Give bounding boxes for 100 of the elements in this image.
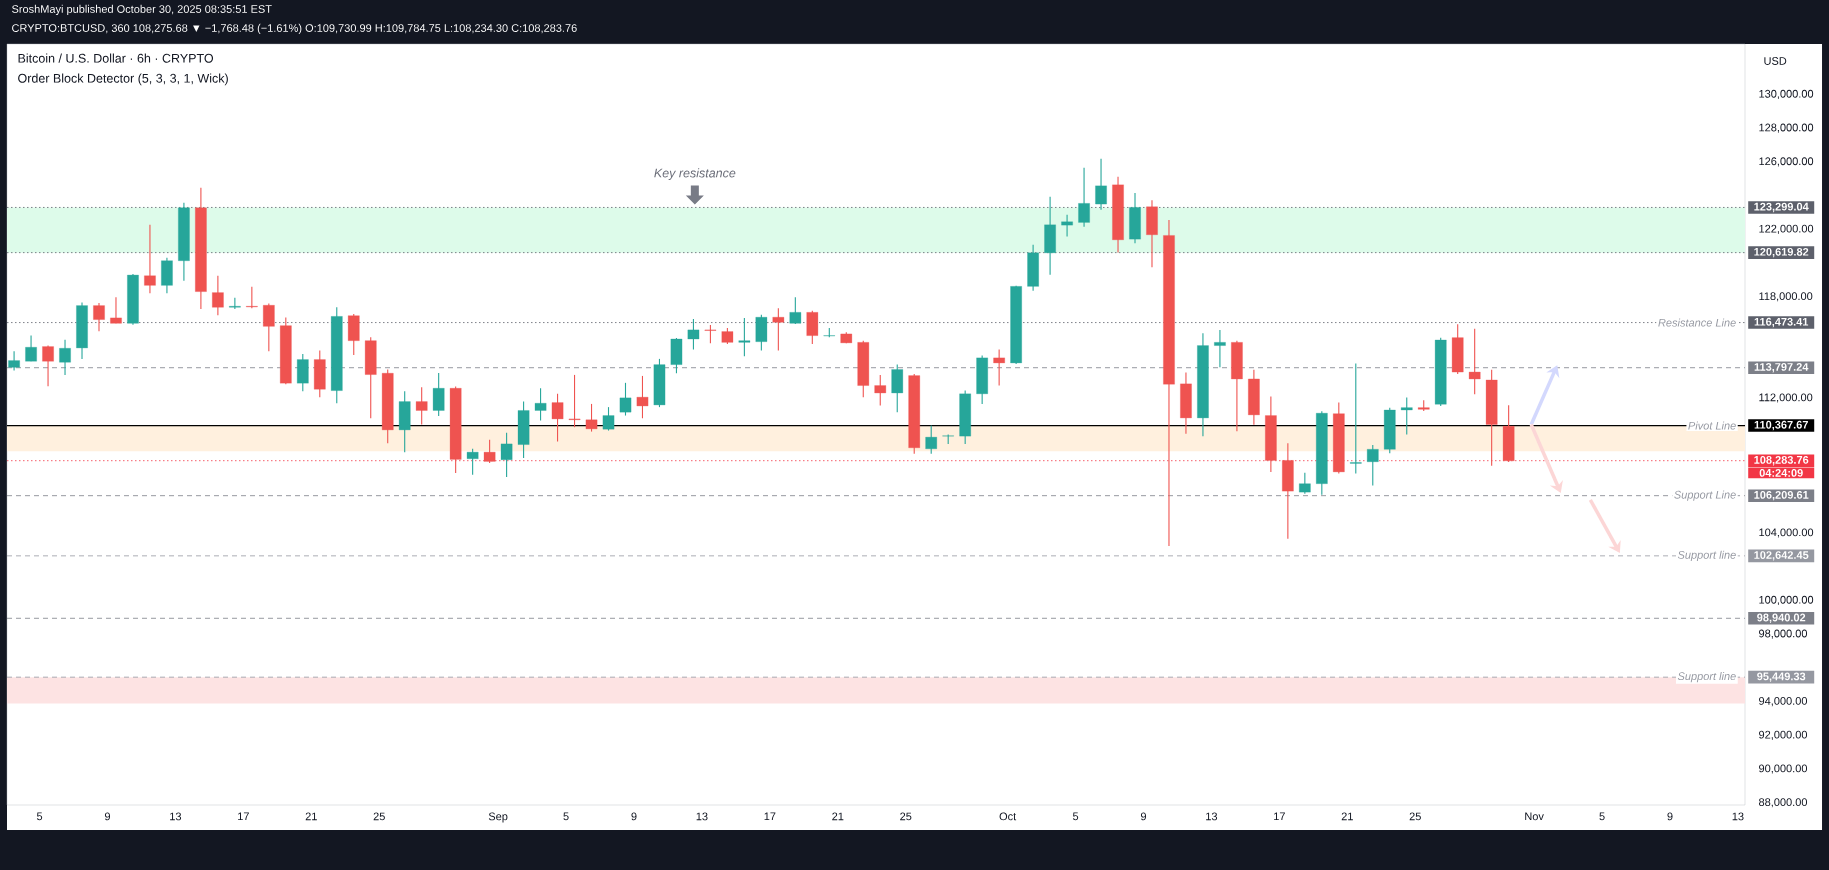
candlestick <box>925 424 937 455</box>
x-tick-label: 13 <box>170 812 182 821</box>
annotation: Support line <box>1677 550 1736 561</box>
annotation: Key resistance <box>654 168 736 180</box>
candlestick <box>874 374 887 407</box>
annotation: Support Line <box>1674 490 1736 501</box>
candlestick <box>772 307 785 352</box>
candlestick <box>891 364 903 413</box>
candlestick <box>110 296 122 324</box>
x-tick-label: 9 <box>1140 812 1147 821</box>
x-tick-label: 5 <box>1072 812 1079 821</box>
ref-line-label: 106,209.61 <box>1754 490 1809 501</box>
ref-line-label: 102,642.45 <box>1754 551 1809 561</box>
candlestick <box>687 318 700 351</box>
x-tick-label: 13 <box>1206 812 1218 821</box>
x-tick-label: 17 <box>764 812 776 821</box>
x-tick-label: 5 <box>36 812 43 821</box>
x-tick-label: 9 <box>104 812 111 821</box>
x-tick-label: 25 <box>373 812 385 821</box>
candlestick <box>229 297 241 310</box>
candlestick <box>432 372 445 417</box>
y-tick-label: 90,000.00 <box>1759 764 1808 774</box>
candlestick <box>212 275 224 316</box>
ref-line-label: 116,473.41 <box>1754 317 1809 328</box>
x-tick-label: 9 <box>631 812 637 821</box>
candlestick <box>297 353 309 392</box>
candlestick <box>1061 214 1073 237</box>
ref-line-label: 108,283.76 <box>1754 456 1809 466</box>
x-tick-label: Nov <box>1525 812 1544 821</box>
x-tick-label: Sep <box>488 812 508 823</box>
candlestick <box>415 386 428 426</box>
y-tick-label: 112,000.00 <box>1759 393 1813 403</box>
candlestick <box>585 403 598 433</box>
y-tick-label: 118,000.00 <box>1759 292 1813 302</box>
y-tick-label: 104,000.00 <box>1759 528 1814 538</box>
candlestick <box>1214 329 1226 368</box>
y-tick-label: 98,000.00 <box>1759 629 1808 639</box>
candlestick <box>1400 396 1413 436</box>
candlestick <box>59 339 71 376</box>
candlestick <box>568 374 581 428</box>
candlestick <box>1350 363 1362 475</box>
candlestick <box>8 350 20 372</box>
annotation: Pivot Line <box>1688 421 1736 430</box>
candlestick <box>551 393 564 443</box>
candlestick <box>619 382 632 417</box>
x-tick-label: 21 <box>832 812 844 821</box>
candlestick <box>806 310 819 345</box>
candlestick <box>1367 444 1379 486</box>
candlestick <box>1468 328 1481 395</box>
annotation: Resistance Line <box>1658 318 1736 327</box>
y-tick-label: 88,000.00 <box>1759 798 1808 808</box>
text: Bitcoin / U.S. Dollar · 6h · CRYPTO <box>18 53 214 63</box>
x-tick-label: 9 <box>1667 812 1673 821</box>
candlestick <box>25 335 37 362</box>
candlestick <box>993 349 1005 387</box>
candlestick <box>144 224 156 294</box>
candlestick <box>263 302 275 352</box>
candlestick <box>93 302 105 332</box>
ref-line-label: 98,940.02 <box>1757 613 1806 623</box>
candlestick <box>466 448 479 476</box>
x-tick-label: 5 <box>1599 812 1605 821</box>
candlestick <box>1299 472 1311 495</box>
ref-line-label: 120,619.82 <box>1754 247 1809 258</box>
text: 04:24:09 <box>1759 468 1803 477</box>
ref-line-label: 95,449.33 <box>1757 672 1806 682</box>
x-tick-label: 21 <box>305 812 317 821</box>
y-tick-label: 128,000.00 <box>1759 123 1814 133</box>
ref-line-label: 110,367.67 <box>1754 420 1808 431</box>
y-tick-label: 94,000.00 <box>1759 697 1808 707</box>
text: CRYPTO:BTCUSD, 360 108,275.68 ▼ −1,768.48 (−1.61%) O:109,730.99 H:109,784.75 L:108,234.30 C:108,283.76 <box>12 23 577 35</box>
candlestick <box>1078 167 1090 228</box>
x-tick-label: 13 <box>1732 812 1744 821</box>
x-tick-label: 21 <box>1341 812 1353 821</box>
y-tick-label: 122,000.00 <box>1759 224 1814 234</box>
candlestick <box>602 406 615 432</box>
annotation: Support line <box>1677 672 1736 683</box>
x-tick-label: 13 <box>696 812 708 821</box>
x-tick-label: 5 <box>563 812 569 821</box>
x-tick-label: Oct <box>999 812 1017 821</box>
candlestick <box>704 324 717 344</box>
x-tick-label: 17 <box>238 812 249 821</box>
y-tick-label: 130,000.00 <box>1759 89 1814 99</box>
candlestick <box>636 375 649 419</box>
candlestick <box>738 317 751 357</box>
candlestick <box>500 432 513 478</box>
candlestick <box>1095 158 1107 211</box>
text: Order Block Detector (5, 3, 3, 1, Wick) <box>18 73 228 86</box>
candlestick <box>534 387 547 421</box>
y-tick-label: 100,000.00 <box>1759 595 1814 605</box>
x-tick-label: 25 <box>900 812 912 821</box>
ref-line-label: 123,299.04 <box>1754 202 1809 213</box>
y-axis-title: USD <box>1764 57 1787 65</box>
ref-line-label: 113,797.24 <box>1754 363 1809 373</box>
x-tick-label: 17 <box>1274 812 1285 821</box>
candlestick <box>42 345 54 387</box>
text: SroshMayi published October 30, 2025 08:35:51 EST <box>12 4 272 16</box>
y-tick-label: 92,000.00 <box>1759 730 1808 740</box>
x-tick-label: 25 <box>1409 812 1421 821</box>
candlestick <box>483 439 496 464</box>
candlestick <box>789 296 802 325</box>
